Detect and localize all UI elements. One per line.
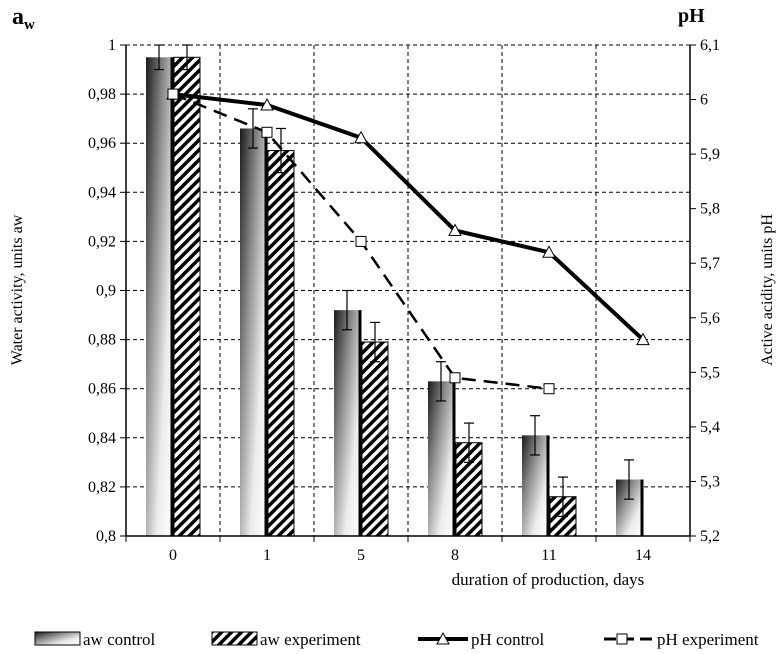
legend-swatch-aw-experiment	[211, 631, 258, 646]
left-tick-label: 0,82	[88, 479, 116, 496]
lines-layer	[166, 87, 650, 395]
right-tick-label: 5,7	[700, 255, 720, 272]
x-tick-label: 1	[263, 547, 271, 564]
left-tick-label: 0,84	[88, 430, 116, 447]
legend-label-ph-experiment: pH experiment	[657, 630, 759, 649]
right-tick-label: 6,1	[700, 37, 720, 54]
x-tick-label: 8	[451, 547, 459, 564]
bars-layer	[146, 44, 644, 537]
right-tick-label: 5,6	[700, 310, 720, 327]
y-axis-label-right: Active acidity, units pH	[759, 214, 776, 366]
legend-label-ph-control: pH control	[471, 630, 544, 649]
bar-aw-experiment-5	[361, 341, 389, 537]
legend-label-aw-experiment: aw experiment	[260, 630, 361, 649]
marker-pH-control-11	[542, 245, 556, 258]
line-pH-control	[172, 92, 645, 342]
axes-layer: 0,8 0,82 0,84 0,86 0,88 0,9 0,92 0,94 0,96 0,98 1 5…	[88, 37, 720, 564]
bar-aw-control-0	[146, 57, 172, 537]
legend-label-aw-control: aw control	[83, 630, 156, 649]
right-tick-label: 5,5	[700, 364, 720, 381]
marker-pH-experiment-8	[449, 372, 461, 384]
legend-marker-ph-experiment	[616, 633, 628, 645]
marker-pH-experiment-5	[355, 235, 367, 247]
y-axis-label-left: Water activity, units aw	[9, 214, 26, 365]
left-axis-title-sub: w	[24, 17, 35, 33]
left-tick-label: 1	[108, 37, 116, 54]
bar-aw-control-5	[334, 310, 360, 536]
marker-pH-control-8	[448, 223, 462, 236]
left-axis-title-main: a	[12, 4, 24, 30]
right-tick-label: 5,8	[700, 201, 720, 218]
left-tick-label: 0,8	[96, 528, 116, 545]
right-tick-label: 5,2	[700, 528, 720, 545]
right-tick-label: 5,4	[700, 419, 720, 436]
left-axis-title: aw	[12, 4, 35, 33]
left-tick-label: 0,94	[88, 184, 116, 201]
marker-pH-experiment-0	[167, 88, 179, 100]
left-tick-label: 0,96	[88, 135, 116, 152]
x-axis-label: duration of production, days	[452, 570, 645, 589]
legend-swatch-aw-control	[34, 631, 81, 646]
bar-aw-control-1	[240, 128, 266, 536]
left-tick-label: 0,98	[88, 86, 116, 103]
bar-aw-experiment-0	[173, 56, 201, 537]
grid-layer	[126, 44, 690, 536]
left-tick-label: 0,86	[88, 381, 116, 398]
right-tick-label: 6	[700, 92, 708, 109]
left-tick-label: 0,9	[96, 283, 116, 300]
legend: aw control aw experiment pH control pH e…	[34, 630, 759, 649]
right-tick-label: 5,9	[700, 146, 720, 163]
x-tick-label: 0	[169, 547, 177, 564]
left-tick-label: 0,88	[88, 332, 116, 349]
x-tick-label: 14	[635, 547, 651, 564]
marker-pH-control-5	[354, 130, 368, 144]
bar-aw-control-8	[428, 381, 454, 536]
right-axis-title: pH	[678, 5, 705, 27]
marker-pH-control-14	[636, 332, 650, 346]
marker-pH-control-1	[260, 97, 274, 111]
x-tick-label: 11	[541, 547, 556, 564]
marker-pH-experiment-11	[543, 383, 555, 395]
left-tick-label: 0,92	[88, 233, 116, 250]
bar-aw-experiment-1	[267, 150, 295, 537]
x-tick-label: 5	[357, 547, 365, 564]
legend-marker-ph-control	[436, 631, 450, 645]
right-tick-label: 5,3	[700, 473, 720, 490]
marker-pH-experiment-1	[261, 126, 273, 138]
